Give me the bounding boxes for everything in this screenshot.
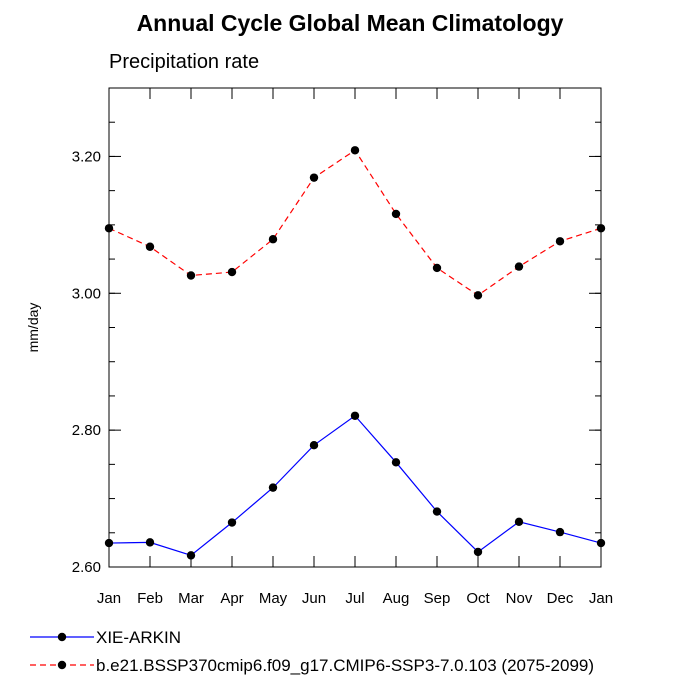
series-2-point [514,262,524,271]
x-tick-label: Jan [97,590,121,607]
series-1-point [268,483,278,492]
series-1-point [350,411,360,420]
plot-area: 2.60 2.80 3.00 3.20 Jan Feb Mar Apr May Jun Jul Aug… [72,87,613,607]
chart-title: Annual Cycle Global Mean Climatology [137,10,564,36]
series-2-point [473,291,483,300]
series-2-point [268,235,278,244]
series-2-point [350,146,360,155]
series-1-point [514,517,524,527]
x-tick-label: Mar [178,590,204,607]
x-tick-label: Jun [302,590,326,607]
series-2-point [555,237,565,246]
y-axis-label: mm/day [25,303,41,353]
series-1-point [104,538,114,548]
series-2-point [432,263,442,273]
series-1-point [432,507,442,516]
series-1-point [186,551,196,560]
legend: XIE-ARKIN b.e21.BSSP370cmip6.f09_g17.CMIP… [30,628,594,675]
x-tick-label: Jan [589,590,613,607]
series-2-point [227,267,237,277]
x-tick-label: Aug [383,590,410,607]
legend-label-2: b.e21.BSSP370cmip6.f09_g17.CMIP6-SSP3-7.… [96,656,594,675]
series-2-point [145,242,155,251]
legend-label-1: XIE-ARKIN [96,628,181,647]
legend-marker-1 [57,632,67,642]
x-tick-label: Feb [137,590,163,607]
x-tick-label: Sep [424,590,451,607]
series-1-point [596,538,606,548]
series-1-point [309,440,319,450]
series-1-point [473,547,483,557]
y-tick-label: 2.60 [72,559,101,576]
series-2-point [391,209,401,219]
plot-frame [108,87,602,568]
series-2-point [104,224,114,233]
series-2-point [186,271,196,280]
x-tick-label: May [259,590,288,607]
series-2-point [596,224,606,233]
series-1-point [391,458,401,467]
series-2-point [309,173,319,182]
y-tick-label: 3.00 [72,285,101,302]
y-tick-label: 3.20 [72,148,101,165]
series-1-point [555,527,565,537]
x-tick-label: Apr [220,590,243,607]
chart-subtitle: Precipitation rate [109,51,259,73]
legend-marker-2 [57,660,67,670]
y-tick-label: 2.80 [72,422,101,439]
series-line-1 [108,414,602,557]
x-tick-label: Dec [547,590,574,607]
series-line-2 [108,149,602,297]
x-tick-label: Oct [466,590,490,607]
x-tick-label: Jul [345,590,364,607]
series-1-point [145,538,155,547]
x-tick-label: Nov [506,590,533,607]
series-1-point [227,518,237,527]
